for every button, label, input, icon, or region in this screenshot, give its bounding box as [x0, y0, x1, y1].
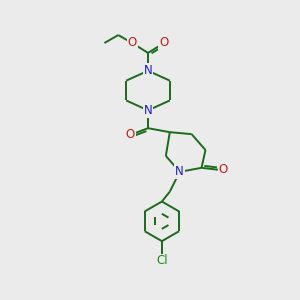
- Text: O: O: [159, 37, 169, 50]
- Text: N: N: [175, 165, 184, 178]
- Text: O: O: [126, 128, 135, 141]
- Text: N: N: [144, 104, 152, 117]
- Text: O: O: [219, 163, 228, 176]
- Text: N: N: [144, 64, 152, 77]
- Text: Cl: Cl: [156, 254, 168, 268]
- Text: O: O: [128, 37, 137, 50]
